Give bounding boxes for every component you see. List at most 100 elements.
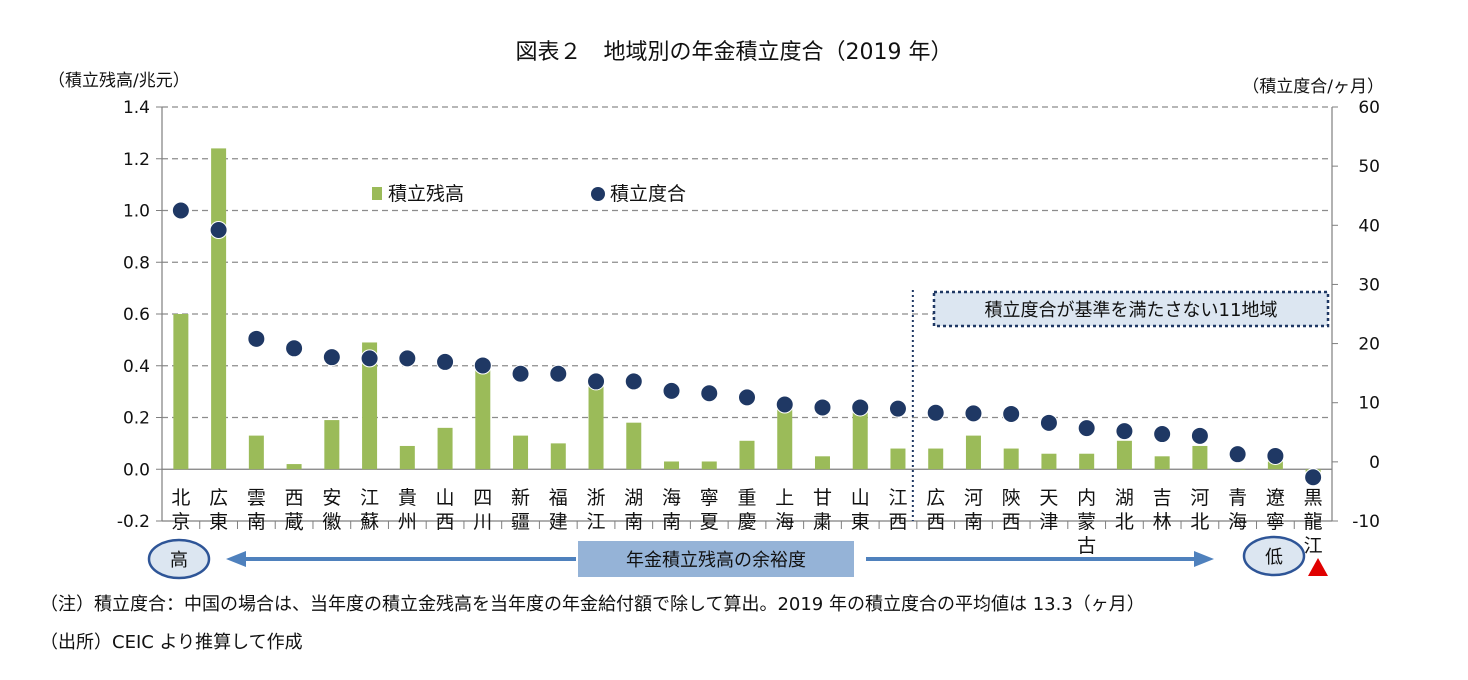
category-label: 京 — [171, 511, 190, 533]
bar — [324, 420, 340, 470]
bar — [211, 148, 227, 470]
category-label: 北 — [171, 487, 190, 509]
bar — [1267, 461, 1283, 470]
data-point — [587, 372, 606, 391]
category-label: 北 — [1190, 511, 1209, 533]
category-label: 山 — [851, 487, 870, 509]
data-point — [738, 388, 756, 407]
high-ellipse — [147, 538, 211, 580]
category-label: 上 — [775, 487, 794, 509]
data-point — [285, 339, 304, 358]
right-tick-label: -10 — [1352, 512, 1380, 532]
category-label: 天 — [1039, 487, 1058, 509]
category-label: 西 — [926, 511, 945, 533]
data-point — [888, 399, 907, 418]
arrow-right-head — [1194, 551, 1214, 567]
bar — [362, 342, 378, 470]
category-label: 湖 — [624, 487, 643, 509]
bar — [928, 448, 944, 470]
data-point — [1039, 413, 1058, 432]
category-label: 西 — [285, 487, 304, 509]
bar — [1079, 453, 1095, 470]
bar — [399, 445, 415, 470]
bar — [664, 461, 680, 470]
data-point — [1077, 419, 1096, 438]
legend-dot-swatch — [591, 187, 605, 201]
category-label: 海 — [775, 511, 794, 533]
legend-bar-label: 積立残高 — [388, 183, 464, 205]
category-label: 黒 — [1304, 487, 1323, 509]
bar — [1192, 445, 1208, 470]
bar — [475, 365, 491, 470]
high-label: 高 — [170, 550, 188, 571]
category-label: 慶 — [737, 511, 756, 533]
category-label: 広 — [209, 487, 228, 509]
data-point — [511, 364, 530, 383]
data-point — [926, 403, 945, 422]
bar — [588, 383, 604, 470]
category-label: 内 — [1077, 487, 1096, 509]
left-tick-label: -0.2 — [117, 512, 150, 532]
legend-bar-swatch — [372, 187, 382, 200]
source-text: （出所）CEIC より推算して作成 — [40, 632, 303, 653]
right-tick-label: 60 — [1358, 98, 1380, 118]
category-label: 河 — [1190, 487, 1209, 509]
arrow-label: 年金積立残高の余裕度 — [626, 550, 806, 571]
category-label: 徽 — [322, 511, 341, 533]
right-tick-label: 0 — [1369, 453, 1380, 473]
category-label: 広 — [926, 487, 945, 509]
legend-dot-label: 積立度合 — [610, 183, 686, 205]
category-label: 古 — [1077, 535, 1096, 557]
data-point — [700, 384, 719, 403]
bar — [777, 407, 793, 470]
category-label: 甘 — [813, 487, 832, 509]
bar — [1003, 448, 1019, 470]
low-ellipse — [1242, 535, 1306, 577]
category-label: 海 — [1228, 511, 1247, 533]
category-label: 湖 — [1115, 487, 1134, 509]
category-label: 北 — [1115, 511, 1134, 533]
data-point — [473, 356, 492, 375]
bar — [437, 427, 453, 470]
left-tick-label: 1.0 — [123, 202, 150, 222]
category-label: 江 — [587, 511, 606, 533]
data-point — [322, 348, 341, 367]
data-point — [1002, 404, 1021, 423]
data-point — [851, 398, 870, 417]
category-label: 青 — [1228, 487, 1247, 509]
left-tick-label: 0.6 — [123, 305, 150, 325]
left-tick-label: 1.2 — [123, 150, 150, 170]
bar — [890, 448, 906, 470]
category-label: 河 — [964, 487, 983, 509]
left-tick-label: 0.8 — [123, 253, 150, 273]
category-label: 寧 — [1266, 511, 1285, 533]
right-tick-label: 50 — [1358, 157, 1380, 177]
category-label: 福 — [549, 487, 568, 509]
category-label: 雲 — [247, 487, 266, 509]
right-tick-label: 30 — [1358, 275, 1380, 295]
category-label: 西 — [888, 511, 907, 533]
bar — [701, 461, 717, 470]
data-point — [436, 352, 455, 371]
bar — [286, 464, 302, 470]
left-tick-label: 0.2 — [123, 409, 150, 429]
category-label: 林 — [1153, 511, 1172, 533]
data-point — [209, 221, 228, 240]
category-label: 東 — [851, 511, 870, 533]
left-axis-label: （積立残高/兆元） — [48, 71, 190, 91]
category-label: 蔵 — [285, 511, 304, 533]
category-label: 江 — [888, 487, 907, 509]
data-point — [1153, 425, 1172, 444]
category-label: 州 — [398, 511, 417, 533]
arrow-left-head — [226, 551, 246, 567]
category-label: 重 — [737, 487, 756, 509]
arrow-label-box — [578, 541, 854, 577]
bar — [1116, 440, 1132, 470]
data-point — [1228, 445, 1247, 464]
category-label: 南 — [247, 511, 266, 533]
bar — [739, 440, 755, 470]
data-point — [775, 395, 794, 414]
category-label: 四 — [473, 487, 492, 509]
bar — [814, 456, 830, 470]
category-label: 西 — [1002, 511, 1021, 533]
